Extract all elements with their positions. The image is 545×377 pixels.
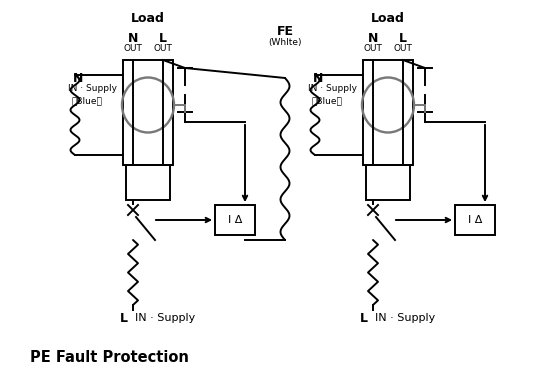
Text: Load: Load: [371, 12, 405, 25]
Text: L: L: [159, 32, 167, 45]
Bar: [366, 165, 410, 200]
Text: OUT: OUT: [393, 44, 413, 53]
Text: FE: FE: [276, 25, 294, 38]
Text: PE Fault Protection: PE Fault Protection: [30, 350, 189, 365]
Text: OUT: OUT: [154, 44, 172, 53]
Text: I Δ: I Δ: [228, 215, 242, 225]
Text: IN · Supply: IN · Supply: [135, 313, 195, 323]
Text: L: L: [120, 311, 128, 325]
Text: IN · Supply: IN · Supply: [308, 84, 357, 93]
Bar: [123, 60, 173, 165]
Bar: [126, 165, 170, 200]
Bar: [215, 205, 255, 235]
Text: IN · Supply: IN · Supply: [375, 313, 435, 323]
Text: L: L: [399, 32, 407, 45]
Text: N: N: [313, 72, 323, 85]
Text: N: N: [128, 32, 138, 45]
Bar: [455, 205, 495, 235]
Text: L: L: [360, 311, 368, 325]
Text: IN · Supply: IN · Supply: [68, 84, 117, 93]
Text: Load: Load: [131, 12, 165, 25]
Text: N: N: [73, 72, 83, 85]
Text: (WhIte): (WhIte): [268, 38, 302, 47]
Text: OUT: OUT: [364, 44, 383, 53]
Bar: [363, 60, 413, 165]
Text: （Blue）: （Blue）: [312, 96, 343, 105]
Text: I Δ: I Δ: [468, 215, 482, 225]
Text: （Blue）: （Blue）: [72, 96, 103, 105]
Text: OUT: OUT: [124, 44, 142, 53]
Text: N: N: [368, 32, 378, 45]
